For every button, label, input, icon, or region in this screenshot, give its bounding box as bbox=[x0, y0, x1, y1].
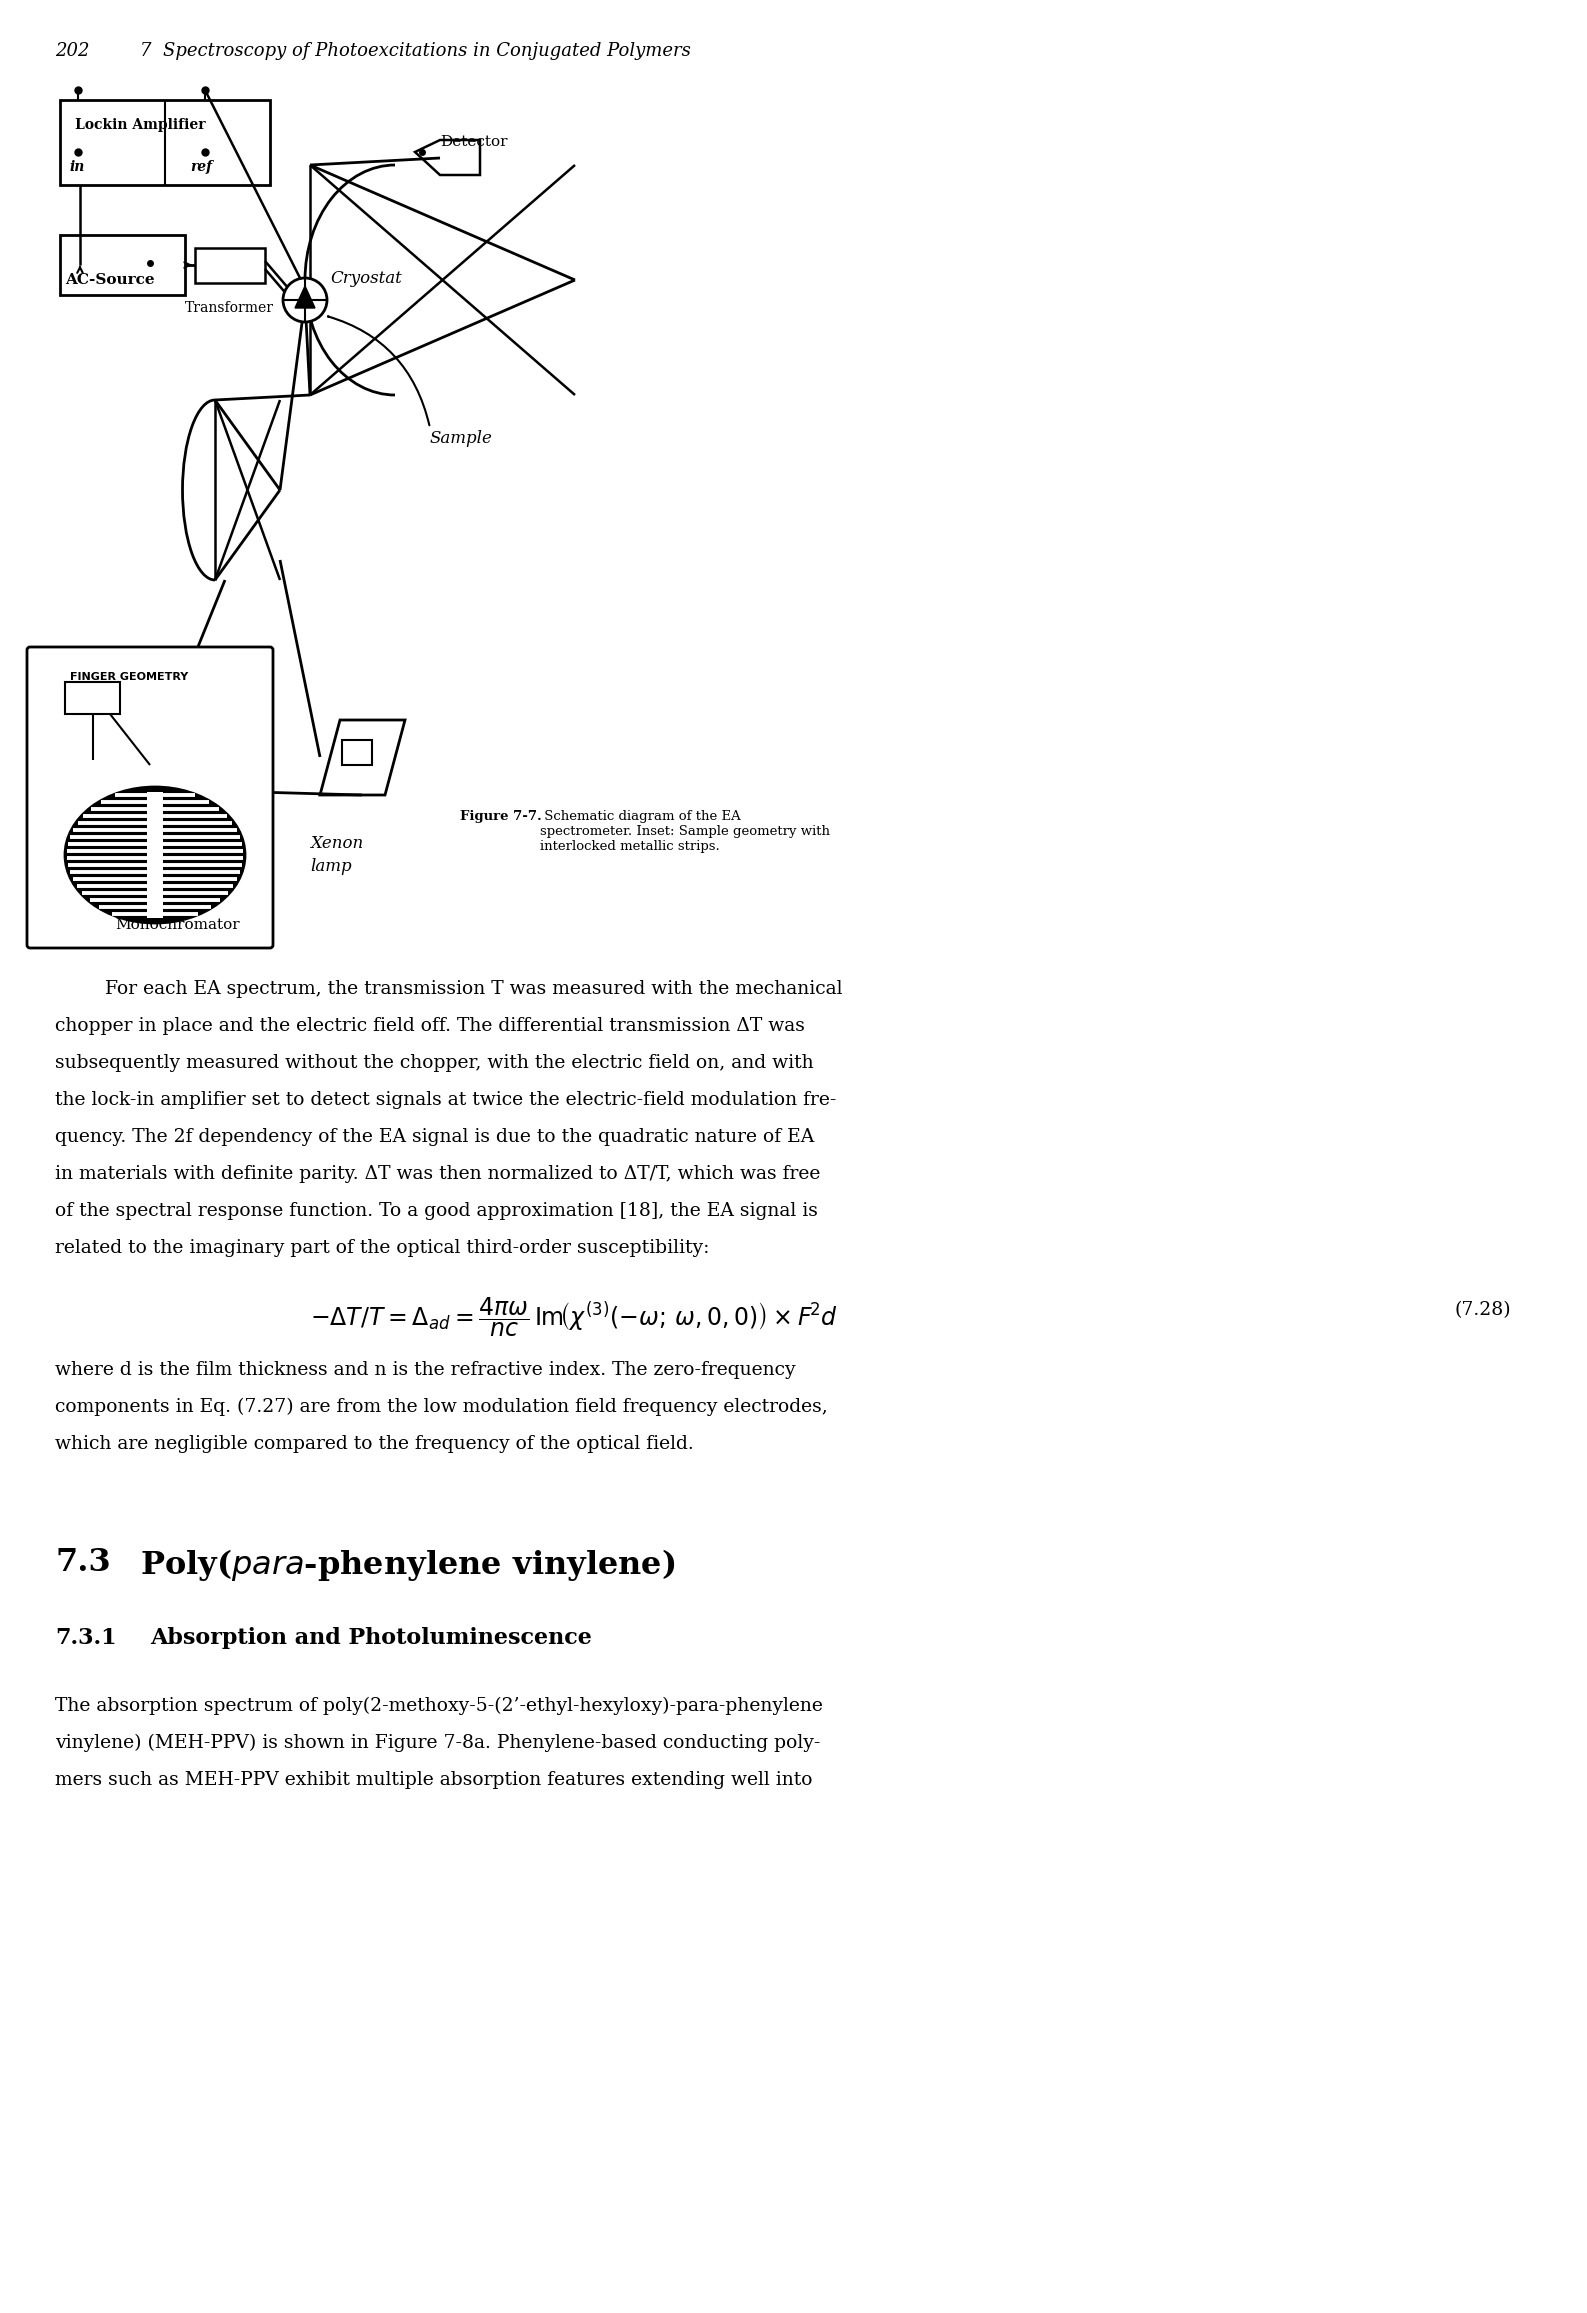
Text: Lockin Amplifier: Lockin Amplifier bbox=[75, 118, 205, 132]
Ellipse shape bbox=[65, 786, 244, 923]
Text: For each EA spectrum, the transmission T was measured with the mechanical: For each EA spectrum, the transmission T… bbox=[105, 981, 843, 997]
Text: lamp: lamp bbox=[309, 858, 352, 874]
Text: Monochromator: Monochromator bbox=[114, 918, 240, 932]
Text: 7.3: 7.3 bbox=[56, 1547, 111, 1577]
Text: Detector: Detector bbox=[440, 134, 508, 148]
Text: 202: 202 bbox=[56, 42, 89, 60]
Text: Schematic diagram of the EA
spectrometer. Inset: Sample geometry with
interlocke: Schematic diagram of the EA spectrometer… bbox=[540, 810, 830, 853]
Text: in materials with definite parity. ΔT was then normalized to ΔT/T, which was fre: in materials with definite parity. ΔT wa… bbox=[56, 1166, 820, 1182]
Text: Xenon: Xenon bbox=[309, 835, 363, 851]
Text: 7.3.1: 7.3.1 bbox=[56, 1626, 116, 1649]
Bar bbox=[148, 791, 163, 918]
Text: in: in bbox=[70, 160, 86, 173]
Text: subsequently measured without the chopper, with the electric field on, and with: subsequently measured without the choppe… bbox=[56, 1055, 814, 1071]
Bar bbox=[195, 247, 265, 282]
Bar bbox=[65, 682, 121, 715]
Text: quency. The 2f dependency of the EA signal is due to the quadratic nature of EA: quency. The 2f dependency of the EA sign… bbox=[56, 1129, 814, 1145]
Text: Absorption and Photoluminescence: Absorption and Photoluminescence bbox=[151, 1626, 592, 1649]
Text: vinylene) (MEH-PPV) is shown in Figure 7-8a. Phenylene-based conducting poly-: vinylene) (MEH-PPV) is shown in Figure 7… bbox=[56, 1735, 820, 1753]
Text: FINGER GEOMETRY: FINGER GEOMETRY bbox=[70, 673, 189, 682]
Text: 7  Spectroscopy of Photoexcitations in Conjugated Polymers: 7 Spectroscopy of Photoexcitations in Co… bbox=[140, 42, 690, 60]
Text: chopper in place and the electric field off. The differential transmission ΔT wa: chopper in place and the electric field … bbox=[56, 1018, 805, 1034]
Text: components in Eq. (7.27) are from the low modulation field frequency electrodes,: components in Eq. (7.27) are from the lo… bbox=[56, 1397, 828, 1416]
Text: where d is the film thickness and n is the refractive index. The zero-frequency: where d is the film thickness and n is t… bbox=[56, 1360, 795, 1379]
Text: $-\Delta T/T = \Delta_{ad} = \dfrac{4\pi\omega}{nc}\,\mathrm{Im}\!\left(\chi^{(3: $-\Delta T/T = \Delta_{ad} = \dfrac{4\pi… bbox=[309, 1295, 838, 1339]
Text: (7.28): (7.28) bbox=[1455, 1300, 1512, 1318]
Polygon shape bbox=[321, 719, 405, 796]
Text: of the spectral response function. To a good approximation [18], the EA signal i: of the spectral response function. To a … bbox=[56, 1203, 817, 1219]
FancyBboxPatch shape bbox=[27, 648, 273, 948]
Polygon shape bbox=[114, 791, 256, 900]
Bar bbox=[343, 740, 371, 766]
Text: Transformer: Transformer bbox=[186, 301, 275, 315]
Text: Poly($\it{para}$-phenylene vinylene): Poly($\it{para}$-phenylene vinylene) bbox=[140, 1547, 676, 1582]
Text: Figure 7-7.: Figure 7-7. bbox=[460, 810, 541, 823]
Text: The absorption spectrum of poly(2-methoxy-5-(2’-ethyl-hexyloxy)-para-phenylene: The absorption spectrum of poly(2-methox… bbox=[56, 1698, 824, 1716]
Text: mers such as MEH-PPV exhibit multiple absorption features extending well into: mers such as MEH-PPV exhibit multiple ab… bbox=[56, 1772, 813, 1788]
FancyArrowPatch shape bbox=[329, 317, 430, 426]
Text: ref: ref bbox=[190, 160, 213, 173]
Text: related to the imaginary part of the optical third-order susceptibility:: related to the imaginary part of the opt… bbox=[56, 1240, 709, 1256]
Circle shape bbox=[282, 278, 327, 322]
Text: AC-Source: AC-Source bbox=[65, 273, 154, 287]
Bar bbox=[60, 99, 270, 185]
Text: Sample: Sample bbox=[430, 430, 494, 446]
Text: the lock-in amplifier set to detect signals at twice the electric-field modulati: the lock-in amplifier set to detect sign… bbox=[56, 1092, 836, 1108]
Text: which are negligible compared to the frequency of the optical field.: which are negligible compared to the fre… bbox=[56, 1434, 694, 1453]
Polygon shape bbox=[414, 141, 479, 176]
Text: Cryostat: Cryostat bbox=[330, 271, 402, 287]
Polygon shape bbox=[295, 287, 314, 308]
Bar bbox=[60, 236, 186, 296]
